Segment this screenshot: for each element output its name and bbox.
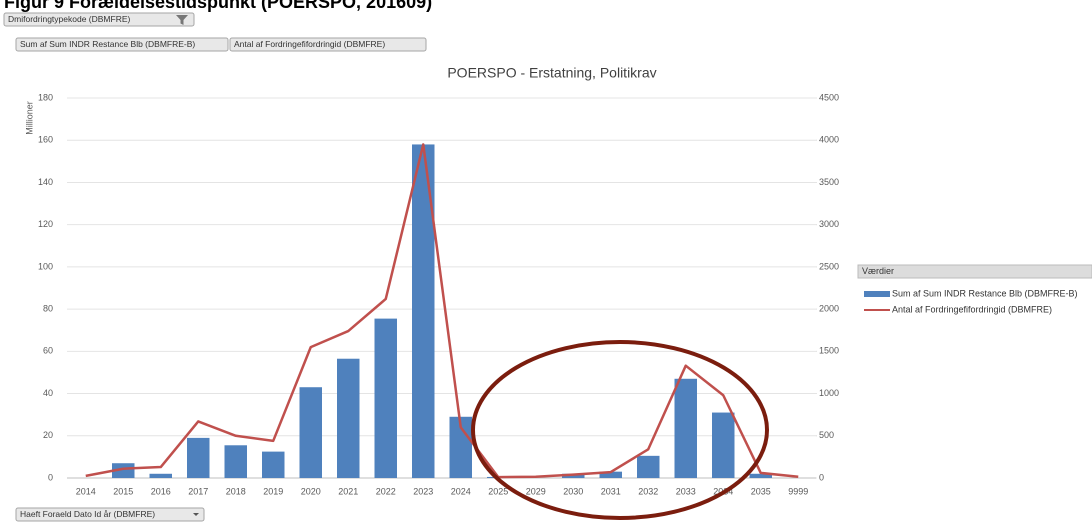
y2-tick-label: 4500 <box>819 92 839 102</box>
bar <box>562 473 585 478</box>
chart-title: POERSPO - Erstatning, Politikrav <box>447 65 656 81</box>
x-tick-label: 2024 <box>451 486 471 496</box>
bar <box>299 387 322 478</box>
page-title: Figur 9 Forældelsestidspunkt (POERSPO, 2… <box>4 0 432 12</box>
y-tick-label: 180 <box>38 92 53 102</box>
bar <box>412 144 435 478</box>
axis-button-label[interactable]: Haeft Foraeld Dato Id år (DBMFRE) <box>20 509 155 519</box>
y-tick-label: 80 <box>43 303 53 313</box>
legend-title: Værdier <box>862 266 894 276</box>
dropdown-icon[interactable] <box>193 513 199 516</box>
bar <box>112 463 135 478</box>
x-tick-label: 2025 <box>488 486 508 496</box>
y2-tick-label: 0 <box>819 472 824 482</box>
y2-tick-label: 1000 <box>819 388 839 398</box>
x-tick-label: 9999 <box>788 486 808 496</box>
bar <box>149 473 172 478</box>
x-tick-label: 2022 <box>376 486 396 496</box>
y2-tick-label: 2000 <box>819 303 839 313</box>
x-tick-label: 2014 <box>76 486 96 496</box>
bar <box>599 471 622 478</box>
x-tick-label: 2023 <box>413 486 433 496</box>
y-tick-label: 100 <box>38 261 53 271</box>
bar <box>674 378 697 478</box>
y-tick-label: 0 <box>48 472 53 482</box>
bar <box>749 473 772 478</box>
y2-tick-label: 1500 <box>819 346 839 356</box>
filter-icon[interactable] <box>176 15 188 25</box>
value-button[interactable] <box>15 37 229 52</box>
bar <box>374 318 397 478</box>
highlight-ellipse <box>471 340 769 520</box>
y2-tick-label: 4000 <box>819 135 839 145</box>
value-button-label[interactable]: Sum af Sum INDR Restance Blb (DBMFRE-B) <box>20 39 195 49</box>
value-button[interactable] <box>229 37 427 52</box>
y-tick-label: 140 <box>38 177 53 187</box>
value-button-label[interactable]: Antal af Fordringefifordringid (DBMFRE) <box>234 39 385 49</box>
x-tick-label: 2033 <box>676 486 696 496</box>
y-tick-label: 20 <box>43 430 53 440</box>
bar <box>262 451 285 478</box>
x-tick-label: 2029 <box>526 486 546 496</box>
x-tick-label: 2016 <box>151 486 171 496</box>
legend-label: Sum af Sum INDR Restance Blb (DBMFRE-B) <box>892 288 1078 298</box>
bar <box>337 358 360 478</box>
legend-label: Antal af Fordringefifordringid (DBMFRE) <box>892 304 1052 314</box>
x-tick-label: 2035 <box>751 486 771 496</box>
y-tick-label: 120 <box>38 219 53 229</box>
y-axis-label: Millioner <box>24 101 34 135</box>
x-tick-label: 2030 <box>563 486 583 496</box>
bar <box>187 437 210 478</box>
x-tick-label: 2020 <box>301 486 321 496</box>
filter-button[interactable] <box>3 12 195 27</box>
y-tick-label: 60 <box>43 346 53 356</box>
y2-tick-label: 500 <box>819 430 834 440</box>
x-tick-label: 2019 <box>263 486 283 496</box>
y-tick-label: 160 <box>38 135 53 145</box>
bar <box>637 455 660 478</box>
x-tick-label: 2015 <box>113 486 133 496</box>
bar <box>712 412 735 478</box>
x-tick-label: 2021 <box>338 486 358 496</box>
bar <box>449 416 472 478</box>
filter-button-label[interactable]: Dmifordringtypekode (DBMFRE) <box>8 14 131 24</box>
bar <box>224 445 247 478</box>
line <box>85 143 799 479</box>
x-tick-label: 2018 <box>226 486 246 496</box>
legend-header <box>857 264 1092 279</box>
axis-button[interactable] <box>15 507 205 522</box>
y2-tick-label: 3000 <box>819 219 839 229</box>
x-tick-label: 2017 <box>188 486 208 496</box>
legend-swatch <box>864 291 890 297</box>
x-tick-label: 2031 <box>601 486 621 496</box>
y2-tick-label: 2500 <box>819 261 839 271</box>
y-tick-label: 40 <box>43 388 53 398</box>
y2-tick-label: 3500 <box>819 177 839 187</box>
x-tick-label: 2032 <box>638 486 658 496</box>
